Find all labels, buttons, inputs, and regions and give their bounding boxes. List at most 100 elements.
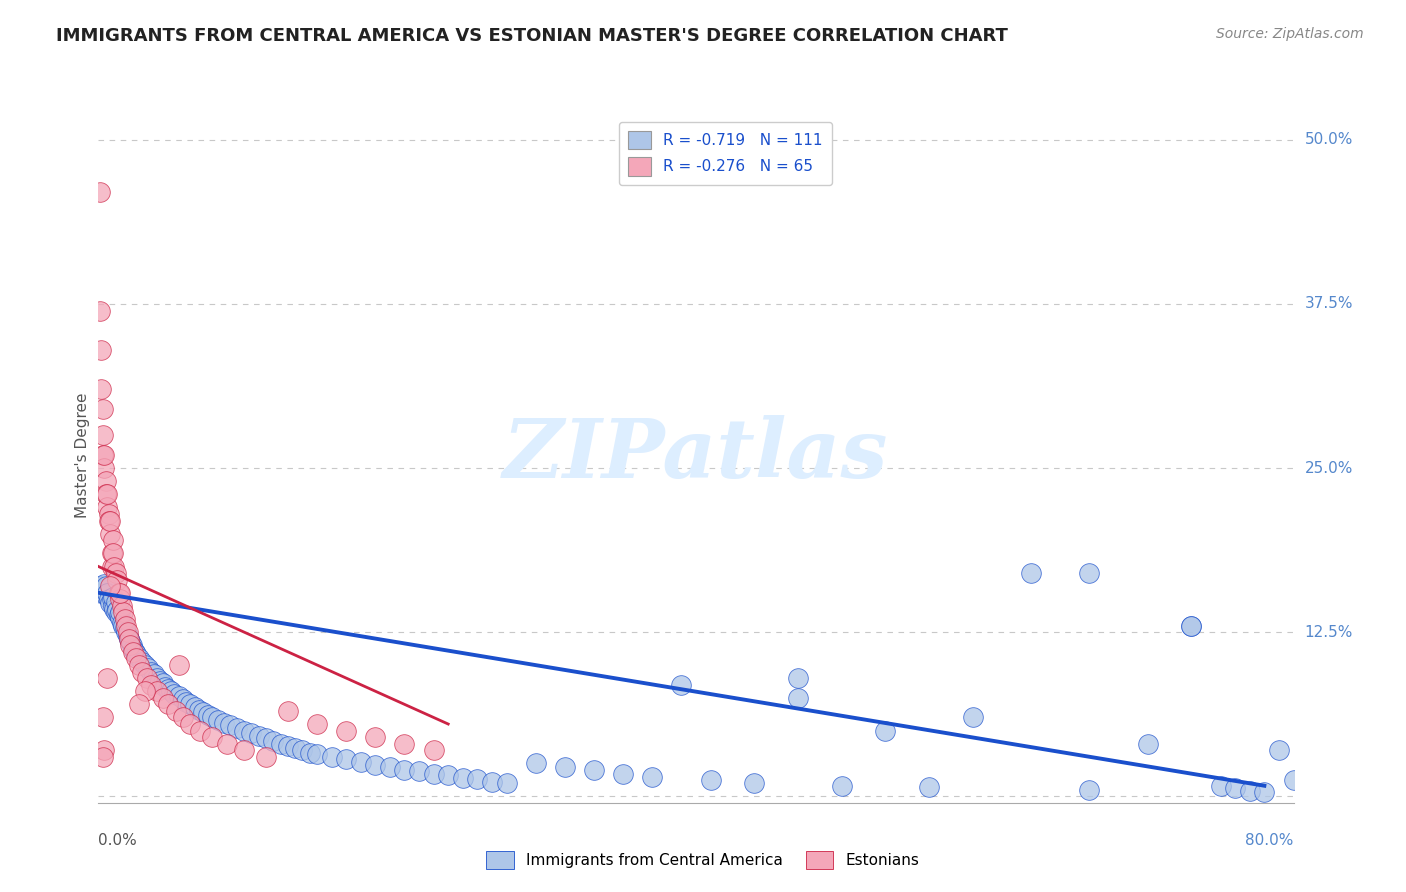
- Point: [125, 648, 148, 662]
- Point: [233, 723, 256, 738]
- Point: [105, 603, 128, 617]
- Point: [1239, 784, 1261, 798]
- Point: [100, 559, 122, 574]
- Point: [94, 474, 117, 488]
- Point: [122, 642, 145, 657]
- Point: [110, 586, 132, 600]
- Point: [554, 760, 576, 774]
- Point: [131, 665, 153, 679]
- Point: [277, 739, 299, 754]
- Point: [134, 657, 156, 672]
- Point: [101, 590, 124, 604]
- Point: [139, 678, 162, 692]
- Point: [104, 595, 127, 609]
- Point: [131, 656, 153, 670]
- Point: [97, 507, 120, 521]
- Point: [118, 632, 141, 646]
- Point: [233, 743, 256, 757]
- Point: [612, 767, 634, 781]
- Point: [378, 760, 401, 774]
- Point: [101, 599, 124, 613]
- Point: [128, 651, 150, 665]
- Point: [93, 448, 115, 462]
- Point: [98, 526, 121, 541]
- Point: [114, 621, 136, 635]
- Point: [128, 657, 150, 672]
- Point: [215, 737, 238, 751]
- Text: IMMIGRANTS FROM CENTRAL AMERICA VS ESTONIAN MASTER'S DEGREE CORRELATION CHART: IMMIGRANTS FROM CENTRAL AMERICA VS ESTON…: [56, 27, 1008, 45]
- Point: [270, 737, 292, 751]
- Point: [1253, 785, 1275, 799]
- Point: [101, 546, 124, 560]
- Point: [105, 573, 128, 587]
- Text: 80.0%: 80.0%: [1246, 833, 1294, 848]
- Point: [1326, 784, 1348, 798]
- Point: [100, 546, 122, 560]
- Point: [145, 684, 167, 698]
- Point: [111, 615, 134, 630]
- Point: [97, 514, 120, 528]
- Point: [831, 779, 853, 793]
- Point: [91, 401, 114, 416]
- Text: 0.0%: 0.0%: [98, 833, 138, 848]
- Point: [350, 755, 373, 769]
- Legend: R = -0.719   N = 111, R = -0.276   N = 65: R = -0.719 N = 111, R = -0.276 N = 65: [619, 121, 832, 185]
- Legend: Immigrants from Central America, Estonians: Immigrants from Central America, Estonia…: [481, 845, 925, 875]
- Point: [93, 461, 115, 475]
- Point: [193, 705, 215, 719]
- Point: [1136, 737, 1159, 751]
- Point: [108, 608, 131, 623]
- Point: [145, 671, 167, 685]
- Point: [120, 634, 142, 648]
- Point: [467, 772, 489, 787]
- Text: 50.0%: 50.0%: [1305, 132, 1353, 147]
- Text: 25.0%: 25.0%: [1305, 460, 1353, 475]
- Text: 37.5%: 37.5%: [1305, 296, 1353, 311]
- Point: [125, 651, 148, 665]
- Point: [100, 592, 122, 607]
- Point: [197, 707, 219, 722]
- Point: [103, 601, 125, 615]
- Point: [1312, 781, 1334, 796]
- Point: [787, 671, 810, 685]
- Point: [1078, 566, 1101, 580]
- Point: [787, 690, 810, 705]
- Point: [225, 721, 247, 735]
- Point: [284, 740, 307, 755]
- Point: [918, 780, 941, 794]
- Point: [97, 592, 120, 607]
- Point: [90, 382, 112, 396]
- Point: [524, 756, 547, 771]
- Point: [1282, 773, 1305, 788]
- Point: [364, 730, 387, 744]
- Point: [1355, 785, 1378, 799]
- Point: [167, 657, 190, 672]
- Point: [201, 730, 224, 744]
- Point: [481, 774, 503, 789]
- Point: [962, 710, 984, 724]
- Point: [152, 676, 174, 690]
- Point: [134, 684, 156, 698]
- Point: [207, 713, 229, 727]
- Point: [291, 743, 314, 757]
- Point: [118, 632, 141, 646]
- Point: [451, 771, 474, 785]
- Point: [128, 698, 150, 712]
- Point: [408, 764, 430, 779]
- Point: [172, 710, 194, 724]
- Point: [160, 684, 183, 698]
- Point: [120, 638, 142, 652]
- Point: [89, 579, 111, 593]
- Point: [1078, 782, 1101, 797]
- Point: [89, 303, 111, 318]
- Text: Source: ZipAtlas.com: Source: ZipAtlas.com: [1216, 27, 1364, 41]
- Point: [157, 698, 180, 712]
- Point: [121, 638, 143, 652]
- Point: [335, 723, 357, 738]
- Point: [94, 487, 117, 501]
- Point: [98, 596, 121, 610]
- Y-axis label: Master's Degree: Master's Degree: [75, 392, 90, 517]
- Point: [875, 723, 897, 738]
- Point: [110, 592, 132, 607]
- Point: [96, 671, 118, 685]
